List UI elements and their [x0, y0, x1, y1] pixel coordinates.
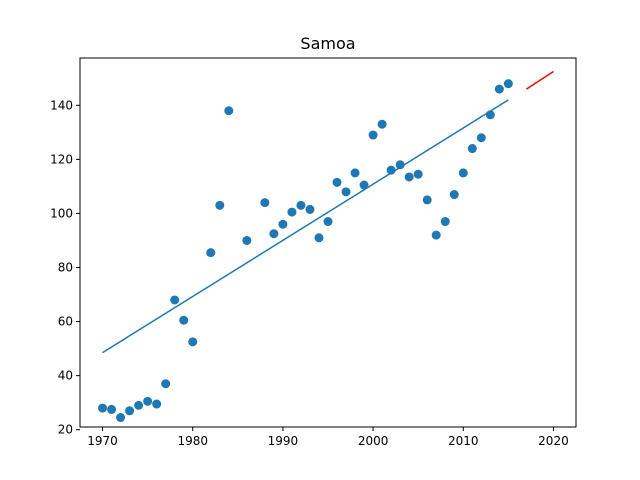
y-tick-label: 100 — [50, 206, 73, 220]
chart-title: Samoa — [300, 34, 355, 53]
data-point — [341, 187, 351, 197]
data-point — [323, 217, 333, 227]
data-point — [449, 190, 459, 200]
data-point — [440, 217, 450, 227]
y-tick-label: 60 — [58, 315, 73, 329]
data-point — [152, 399, 162, 409]
data-point — [413, 169, 423, 179]
data-point — [206, 248, 216, 258]
data-point — [467, 144, 477, 154]
data-point — [215, 200, 225, 210]
data-point — [431, 230, 441, 240]
data-point — [332, 177, 342, 187]
data-point — [179, 315, 189, 325]
data-point — [485, 110, 495, 120]
y-tick-label: 140 — [50, 98, 73, 112]
data-point — [404, 172, 414, 182]
data-point — [287, 207, 297, 217]
forecast-line — [525, 70, 554, 90]
axes-frame — [79, 57, 577, 428]
data-point — [422, 195, 432, 205]
data-point — [278, 219, 288, 229]
data-point — [476, 133, 486, 143]
trend-line — [102, 99, 509, 354]
data-point — [377, 119, 387, 129]
data-point — [134, 400, 144, 410]
data-point — [494, 84, 504, 94]
x-tick-label: 2010 — [448, 434, 479, 448]
plot-area: 1970 1980 1990 2000 2010 20202040608010012014… — [50, 57, 577, 448]
data-point — [161, 379, 171, 389]
data-point — [395, 160, 405, 170]
x-tick-label: 1980 — [177, 434, 208, 448]
data-point — [296, 200, 306, 210]
data-point — [125, 406, 135, 416]
x-tick-label: 1990 — [268, 434, 299, 448]
data-point — [98, 403, 108, 413]
data-point — [368, 130, 378, 140]
data-point — [188, 337, 198, 347]
data-point — [107, 404, 117, 414]
data-point — [143, 396, 153, 406]
data-point — [116, 413, 126, 423]
y-tick-label: 40 — [58, 369, 73, 383]
x-tick-label: 2000 — [358, 434, 389, 448]
y-tick-label: 20 — [58, 423, 73, 437]
x-tick-label: 1970 — [87, 434, 118, 448]
data-point — [269, 229, 279, 239]
data-point — [386, 165, 396, 175]
data-point — [359, 180, 369, 190]
data-point — [314, 233, 324, 243]
y-tick-label: 120 — [50, 152, 73, 166]
data-point — [242, 235, 252, 245]
data-point — [503, 79, 513, 89]
data-point — [224, 106, 234, 116]
y-tick-label: 80 — [58, 261, 73, 275]
data-point — [305, 204, 315, 214]
data-point — [170, 295, 180, 305]
data-point — [260, 198, 270, 208]
data-point — [458, 168, 468, 178]
data-point — [350, 168, 360, 178]
x-tick-label: 2020 — [538, 434, 569, 448]
